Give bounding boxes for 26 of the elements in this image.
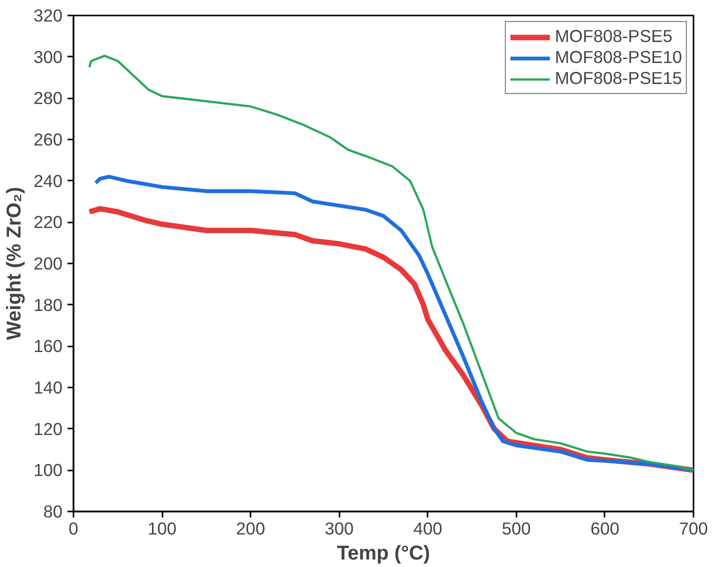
x-axis-title: Temp (°C) — [336, 542, 430, 564]
y-tick-label: 260 — [34, 130, 63, 150]
x-tick-label: 500 — [502, 518, 531, 538]
x-tick-label: 100 — [148, 518, 177, 538]
y-tick-label: 280 — [34, 88, 63, 108]
y-tick-label: 240 — [34, 170, 63, 191]
x-tick-label: 200 — [236, 518, 266, 538]
legend-label: MOF808-PSE15 — [554, 68, 682, 89]
x-tick-label: 0 — [68, 518, 78, 538]
legend-label: MOF808-PSE10 — [554, 47, 682, 68]
y-tick-label: 120 — [34, 418, 63, 439]
y-tick-label: 320 — [34, 6, 63, 26]
y-tick-label: 160 — [34, 336, 63, 356]
x-tick-label: 600 — [590, 518, 620, 538]
y-tick-label: 300 — [34, 46, 63, 67]
x-tick-label: 700 — [679, 518, 708, 538]
y-tick-label: 220 — [34, 212, 63, 232]
y-axis-title: Weight (% ZrO₂) — [4, 187, 26, 340]
x-tick-label: 300 — [324, 518, 354, 538]
legend-label: MOF808-PSE5 — [554, 26, 672, 47]
x-tick-label: 400 — [413, 518, 442, 538]
y-tick-label: 100 — [34, 460, 63, 480]
y-tick-label: 80 — [43, 502, 63, 522]
y-tick-label: 180 — [34, 294, 63, 315]
y-tick-label: 200 — [34, 254, 63, 274]
y-tick-label: 140 — [34, 378, 63, 398]
